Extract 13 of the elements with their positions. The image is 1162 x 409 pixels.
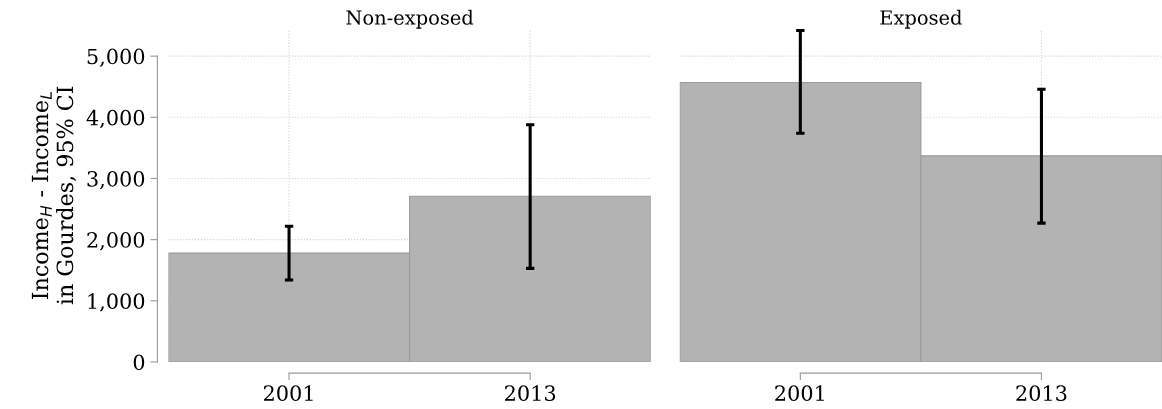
x-tick-label: 2013 [505,385,556,402]
y-tick-label: 0 [133,354,145,371]
y-axis-title: Income$_{H}$ - Income$_{L}$ in Gourdes, 95% CI [31,86,76,305]
x-tick-label: 2013 [1016,385,1067,402]
y-tick-label: 1,000 [88,293,145,312]
y-tick-label: 5,000 [87,48,145,67]
x-tick-label: 2001 [775,385,824,402]
chart-title: Exposed [880,9,962,29]
y-tick-label: 3,000 [87,170,145,190]
y-tick-label: 2,000 [87,232,145,251]
chart-title: Non-exposed [346,9,474,29]
x-tick-label: 2001 [263,385,313,402]
y-tick-label: 4,000 [86,109,145,129]
